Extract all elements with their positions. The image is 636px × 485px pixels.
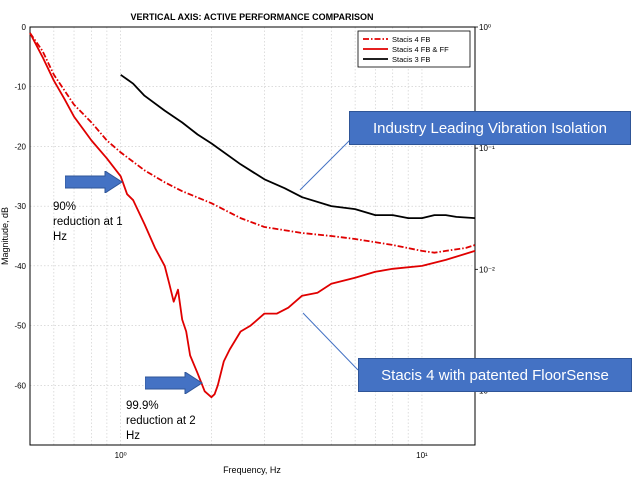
note-line: Hz xyxy=(53,231,68,243)
series-stacis4-fb-line xyxy=(29,32,476,254)
note-line: 99.9% xyxy=(126,400,159,412)
legend-label-stacis4-fbff: Stacis 4 FB & FF xyxy=(392,45,449,54)
y-tick-label: 0 xyxy=(22,23,27,32)
legend-label-stacis4-fb: Stacis 4 FB xyxy=(392,35,430,44)
right-tick-label: 10⁻¹ xyxy=(479,144,495,153)
note-reduction-2hz: 99.9% reduction at 2 Hz xyxy=(126,399,196,444)
note-line: 90% xyxy=(53,201,77,213)
y-tick-label: -20 xyxy=(14,142,26,151)
plot-frame xyxy=(29,26,476,446)
right-tick-label: 10⁻² xyxy=(479,265,495,274)
note-line: Hz xyxy=(126,430,141,442)
arrow-right-icon xyxy=(145,372,203,394)
series-stacis3-fb-line xyxy=(120,74,476,220)
arrow-right-icon xyxy=(65,171,123,193)
note-reduction-1hz: 90% reduction at 1 Hz xyxy=(53,200,123,245)
callout-pointer-bottom xyxy=(302,312,359,371)
y-axis-label: Magnitude, dB xyxy=(0,207,10,265)
note-line: reduction at 2 xyxy=(126,415,196,427)
callout-industry-leading: Industry Leading Vibration Isolation xyxy=(349,111,631,145)
x-tick-label: 10⁰ xyxy=(115,451,127,460)
y-tick-label: -30 xyxy=(14,202,26,211)
note-line: reduction at 1 xyxy=(53,216,123,228)
x-axis-label: Frequency, Hz xyxy=(223,465,281,475)
chart-title: VERTICAL AXIS: ACTIVE PERFORMANCE COMPAR… xyxy=(130,12,373,22)
y-tick-label: -40 xyxy=(14,262,26,271)
y-tick-label: -60 xyxy=(14,381,26,390)
legend: Stacis 4 FB Stacis 4 FB & FF Stacis 3 FB xyxy=(357,30,471,68)
y-tick-label: -10 xyxy=(14,83,26,92)
right-tick-label: 10⁰ xyxy=(479,23,491,32)
callout-pointer-top xyxy=(299,139,351,191)
legend-label-stacis3-fb: Stacis 3 FB xyxy=(392,55,430,64)
y-tick-label: -50 xyxy=(14,322,26,331)
callout-floorsense: Stacis 4 with patented FloorSense xyxy=(358,358,632,392)
x-tick-label: 10¹ xyxy=(416,451,428,460)
